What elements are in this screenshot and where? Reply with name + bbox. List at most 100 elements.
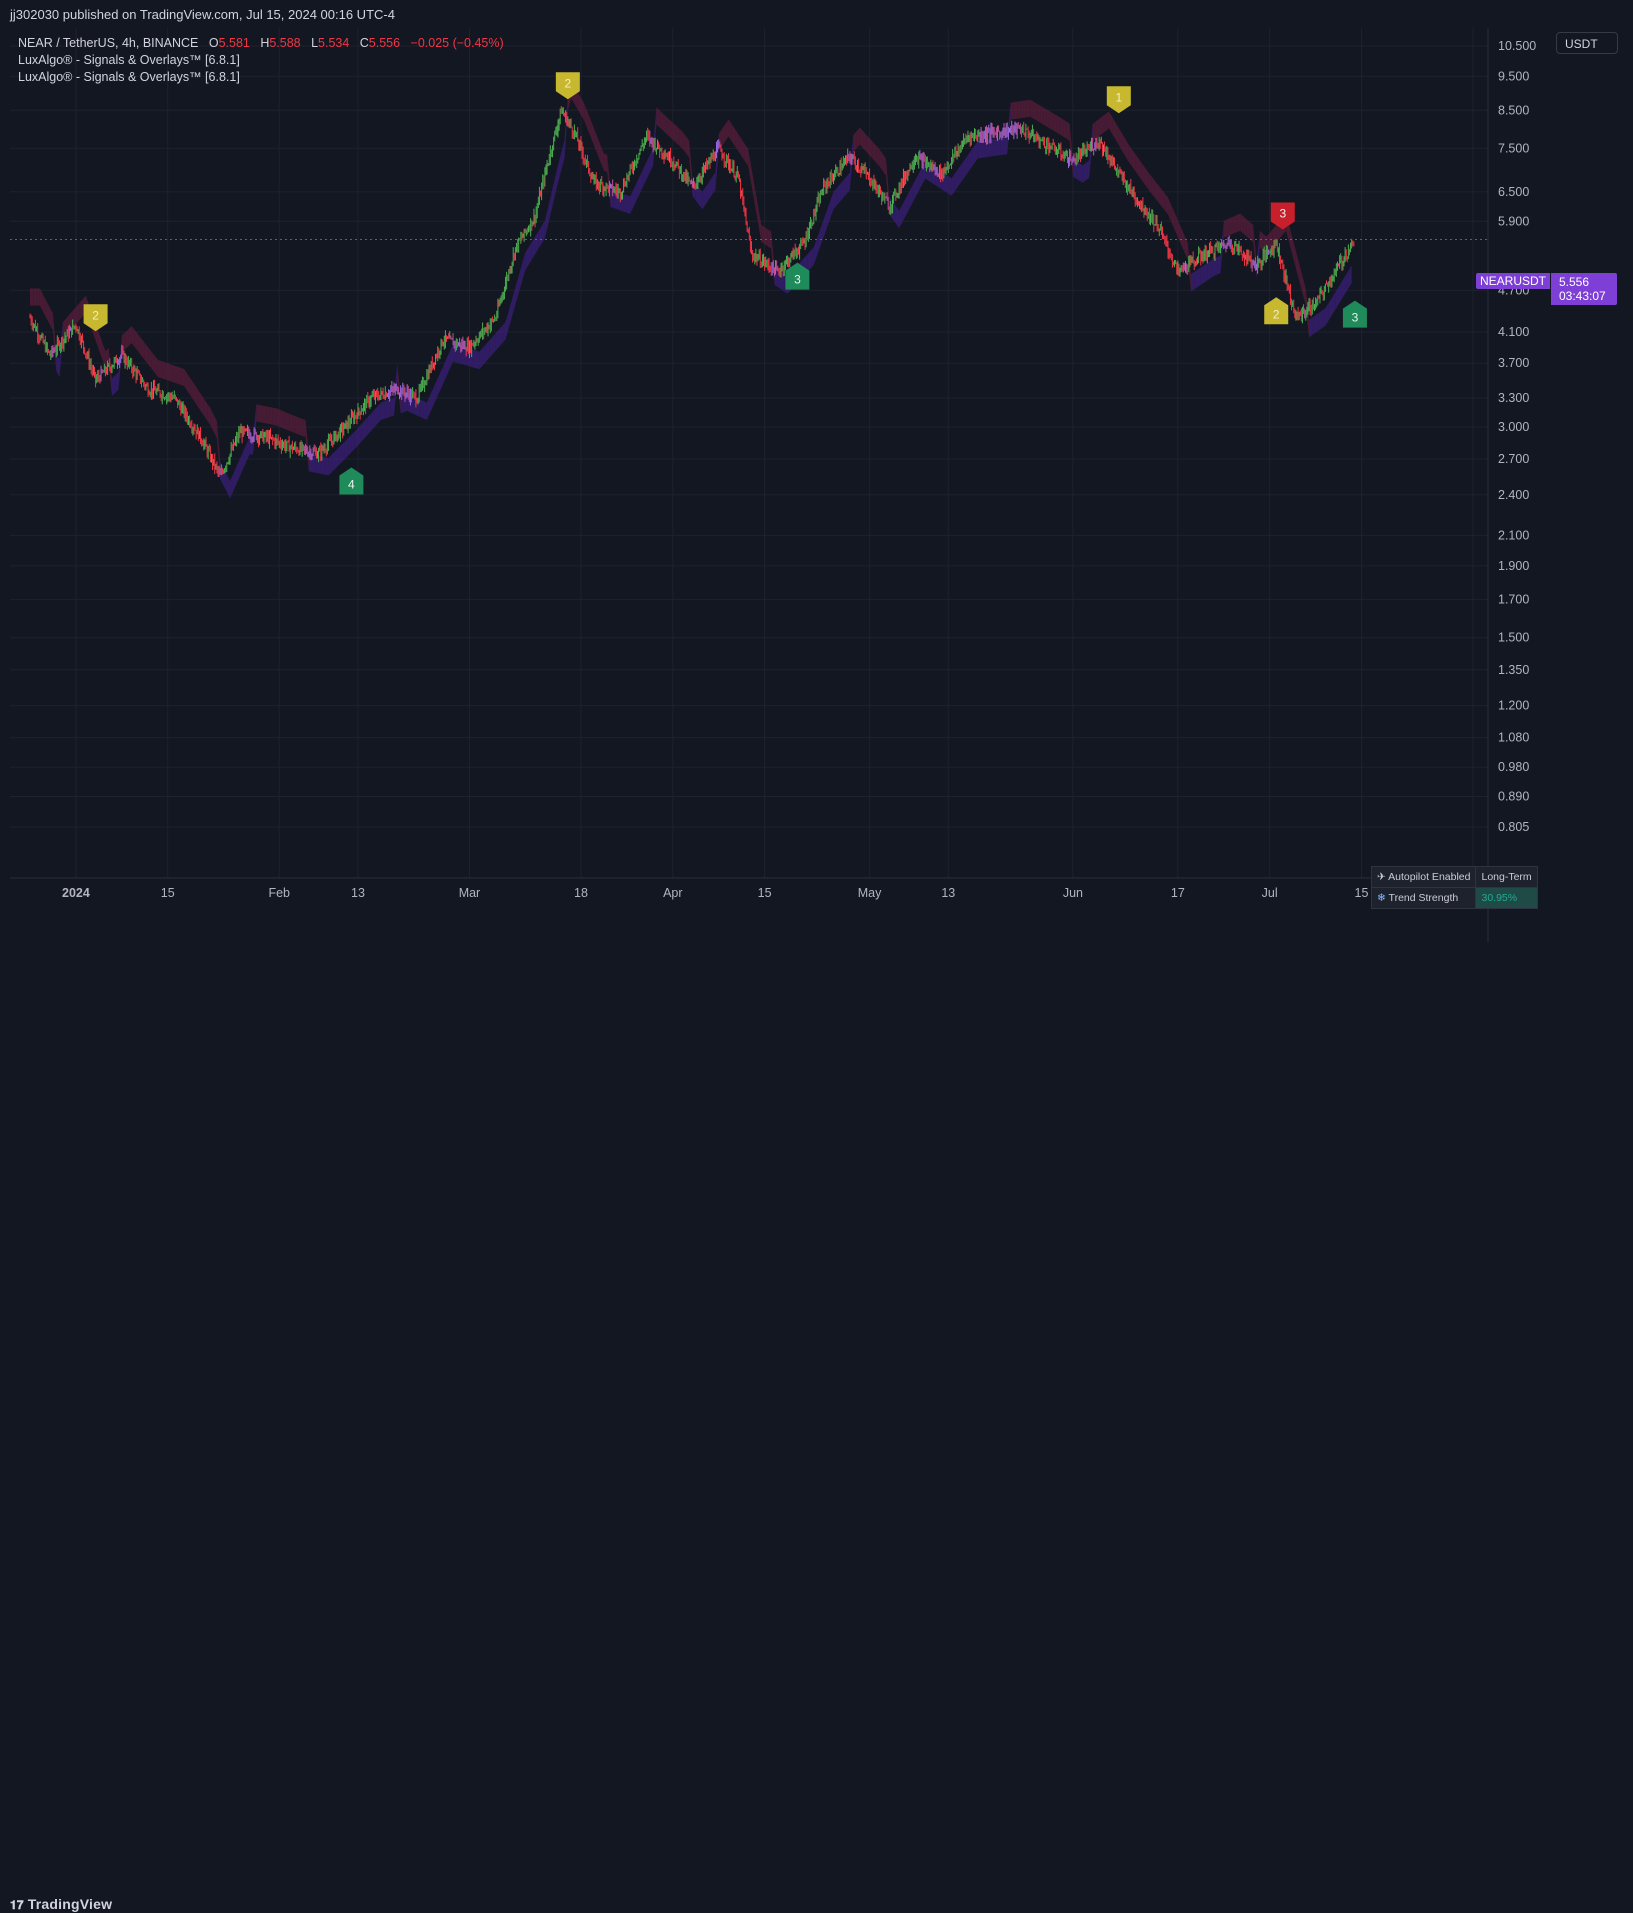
overlay-band [1292, 238, 1296, 269]
overlay-band [446, 351, 450, 377]
overlay-band [908, 185, 913, 210]
overlay-band [1348, 265, 1352, 289]
overlay-band [636, 175, 640, 201]
overlay-band [974, 140, 978, 164]
overlay-band [161, 361, 165, 380]
symbol-title[interactable]: NEAR / TetherUS, 4h, BINANCE [18, 36, 199, 50]
bar-countdown: 03:43:07 [1559, 289, 1606, 303]
overlay-band [69, 310, 73, 332]
overlay-band [200, 393, 204, 416]
overlay-band [1154, 180, 1159, 202]
overlay-band [187, 373, 191, 396]
overlay-band [833, 187, 837, 210]
overlay-band [521, 252, 526, 282]
overlay-band [964, 154, 968, 178]
overlay-band [869, 138, 873, 159]
overlay-band [558, 152, 562, 183]
overlay-band [239, 451, 244, 477]
currency-button[interactable]: USDT [1556, 32, 1618, 54]
overlay-band [866, 134, 870, 156]
signal-badge-label: 2 [92, 308, 99, 322]
x-tick-label: Jul [1262, 886, 1278, 900]
overlay-band [856, 127, 860, 149]
overlay-band [433, 380, 437, 406]
overlay-band [269, 406, 273, 425]
overlay-band [1056, 115, 1060, 135]
overlay-band [298, 417, 303, 437]
overlay-band [502, 322, 506, 344]
overlay-band [1230, 216, 1234, 235]
overlay-band [1013, 101, 1018, 120]
overlay-band [184, 368, 188, 391]
y-tick-label: 3.700 [1498, 356, 1529, 370]
overlay-band [1026, 99, 1031, 118]
overlay-band [49, 307, 53, 331]
overlay-band [476, 350, 480, 370]
overlay-band [1207, 260, 1211, 281]
overlay-band [171, 364, 175, 383]
overlay-band [708, 177, 713, 200]
overlay-band [918, 167, 923, 192]
overlay-band [554, 165, 559, 197]
overlay-band [551, 179, 555, 211]
y-tick-label: 6.500 [1498, 185, 1529, 199]
overlay-band [275, 408, 280, 427]
overlay-band [256, 404, 260, 423]
overlay-band [1190, 271, 1195, 292]
y-tick-label: 0.980 [1498, 760, 1529, 774]
y-tick-label: 1.900 [1498, 559, 1529, 573]
overlay-band [394, 363, 398, 416]
price-chart[interactable]: 10.5009.5008.5007.5006.5005.9004.7004.10… [10, 28, 1623, 942]
signal-badge [1342, 300, 1367, 328]
overlay-band [1112, 116, 1116, 140]
overlay-band [46, 301, 50, 325]
y-tick-label: 10.500 [1498, 39, 1536, 53]
signal-badge-label: 3 [1279, 206, 1286, 220]
overlay-band [744, 144, 749, 167]
overlay-band [492, 333, 496, 355]
overlay-band [751, 168, 755, 205]
overlay-band [561, 140, 565, 171]
indicator-title[interactable]: LuxAlgo® - Signals & Overlays™ [6.8.1] [18, 70, 240, 84]
overlay-band [961, 159, 965, 182]
overlay-band [1049, 111, 1054, 131]
tradingview-brand[interactable]: 𝟏𝟕 TradingView [10, 1896, 112, 1913]
overlay-band [721, 124, 726, 147]
x-tick-label: 15 [1355, 886, 1369, 900]
overlay-band [305, 419, 309, 472]
overlay-band [977, 140, 982, 159]
overlay-band [725, 119, 729, 142]
y-tick-label: 1.080 [1498, 731, 1529, 745]
overlay-band [1046, 109, 1050, 129]
overlay-band [1063, 119, 1067, 139]
autopilot-cell: ✈ Autopilot Enabled [1370, 866, 1477, 888]
overlay-band [508, 298, 513, 329]
overlay-band [767, 229, 772, 249]
overlay-band [1023, 100, 1027, 118]
low-label: L [311, 36, 319, 50]
overlay-band [1128, 144, 1132, 167]
overlay-band [741, 139, 745, 162]
overlay-band [98, 332, 103, 359]
indicator-title[interactable]: LuxAlgo® - Signals & Overlays™ [6.8.1] [18, 53, 240, 67]
overlay-band [735, 129, 739, 152]
overlay-band [577, 92, 581, 116]
overlay-band [1161, 189, 1165, 211]
overlay-band [253, 404, 257, 455]
overlay-band [662, 113, 667, 134]
signal-badge-label: 2 [565, 76, 572, 90]
overlay-band [564, 93, 568, 158]
high-label: H [260, 36, 270, 50]
overlay-band [653, 107, 657, 166]
y-tick-label: 1.500 [1498, 631, 1529, 645]
overlay-band [505, 310, 509, 340]
overlay-band [400, 394, 404, 414]
overlay-band [157, 359, 162, 379]
y-tick-label: 1.700 [1498, 593, 1529, 607]
overlay-band [193, 383, 198, 406]
overlay-band [374, 406, 378, 428]
signal-badge [1270, 202, 1295, 230]
y-tick-label: 8.500 [1498, 103, 1529, 117]
published-text: jj302030 published on TradingView.com, J… [10, 7, 395, 22]
x-tick-label: Feb [268, 886, 290, 900]
